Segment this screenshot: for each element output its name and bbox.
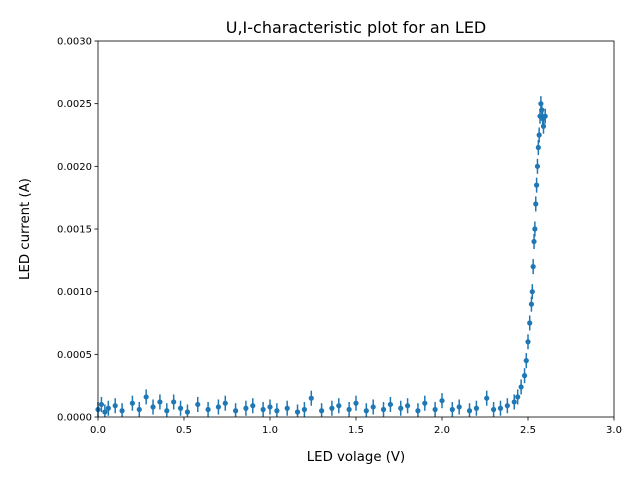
chart-title: U,I-characteristic plot for an LED xyxy=(226,18,487,37)
data-point xyxy=(532,226,538,232)
data-point xyxy=(531,238,537,245)
data-point xyxy=(432,406,438,413)
data-point xyxy=(405,403,411,409)
x-tick-label: 0.5 xyxy=(176,425,192,436)
data-point xyxy=(222,400,228,406)
data-point xyxy=(538,101,544,107)
data-point xyxy=(511,399,517,405)
data-point xyxy=(533,201,539,207)
data-point xyxy=(284,405,290,411)
data-point xyxy=(370,404,376,410)
y-axis-label: LED current (A) xyxy=(18,178,33,280)
data-point xyxy=(301,406,307,413)
data-point xyxy=(129,400,135,406)
data-point xyxy=(525,339,531,345)
data-point xyxy=(353,400,359,406)
data-point xyxy=(195,401,201,408)
data-point xyxy=(215,404,221,410)
data-point xyxy=(184,409,191,415)
data-point xyxy=(497,405,504,411)
x-tick-label: 0.0 xyxy=(90,425,106,436)
data-point xyxy=(177,405,184,411)
data-point xyxy=(164,408,170,414)
data-point xyxy=(308,395,314,401)
data-point xyxy=(535,144,541,151)
data-point xyxy=(150,404,156,410)
data-point xyxy=(260,406,266,413)
data-point xyxy=(233,408,239,414)
data-point xyxy=(449,406,455,413)
x-axis-label: LED volage (V) xyxy=(307,450,405,465)
data-point xyxy=(136,406,142,413)
data-point xyxy=(171,399,177,405)
data-point xyxy=(515,394,521,400)
y-tick-label: 0.0020 xyxy=(57,162,92,173)
data-point xyxy=(243,405,249,411)
data-point xyxy=(112,403,118,409)
data-point xyxy=(105,405,111,411)
data-point xyxy=(539,107,545,113)
y-tick-label: 0.0025 xyxy=(57,99,92,110)
data-point xyxy=(102,409,108,415)
x-tick-label: 3.0 xyxy=(606,425,622,436)
y-tick-label: 0.0030 xyxy=(57,37,92,48)
data-point xyxy=(473,405,479,411)
data-point xyxy=(205,406,211,413)
data-point xyxy=(119,408,125,414)
data-point xyxy=(319,408,325,414)
data-point xyxy=(484,395,490,401)
data-point xyxy=(250,403,256,409)
data-point xyxy=(466,408,473,414)
data-point xyxy=(534,182,540,188)
data-point xyxy=(398,405,404,411)
data-point xyxy=(518,384,524,390)
y-tick-label: 0.0010 xyxy=(57,287,92,298)
data-point xyxy=(329,405,335,411)
data-point xyxy=(439,398,445,404)
axis-ticks: 0.0 0.5 1.0 1.5 2.0 2.5 3.0 0.0000 0.0005 0.0010 0… xyxy=(57,37,622,437)
data-point xyxy=(534,163,541,169)
data-point xyxy=(491,406,497,413)
data-point xyxy=(536,132,542,138)
data-point xyxy=(294,409,301,415)
data-point xyxy=(504,403,510,409)
y-tick-label: 0.0000 xyxy=(57,413,92,424)
data-point xyxy=(528,301,535,307)
data-point xyxy=(415,408,421,414)
data-point xyxy=(521,373,528,379)
data-point xyxy=(523,358,529,364)
data-point xyxy=(542,113,548,119)
data-point xyxy=(274,408,280,414)
data-point xyxy=(530,264,536,270)
x-tick-label: 1.0 xyxy=(262,425,278,436)
x-tick-label: 2.5 xyxy=(520,425,536,436)
data-point xyxy=(267,404,273,410)
data-series xyxy=(95,96,548,417)
plot-frame xyxy=(97,40,615,418)
data-point xyxy=(540,123,547,129)
x-tick-label: 2.0 xyxy=(434,425,450,436)
data-point xyxy=(380,406,387,413)
data-point xyxy=(456,404,462,410)
data-point xyxy=(527,320,533,326)
data-point xyxy=(98,401,105,408)
data-point xyxy=(529,289,535,295)
data-point xyxy=(363,408,369,414)
data-point xyxy=(346,406,352,413)
data-point xyxy=(336,403,342,409)
data-point xyxy=(157,399,163,405)
data-point xyxy=(143,394,149,400)
data-point xyxy=(387,401,393,408)
y-tick-label: 0.0005 xyxy=(57,350,92,361)
x-tick-label: 1.5 xyxy=(348,425,364,436)
y-tick-label: 0.0015 xyxy=(57,225,92,236)
data-point xyxy=(422,400,428,406)
